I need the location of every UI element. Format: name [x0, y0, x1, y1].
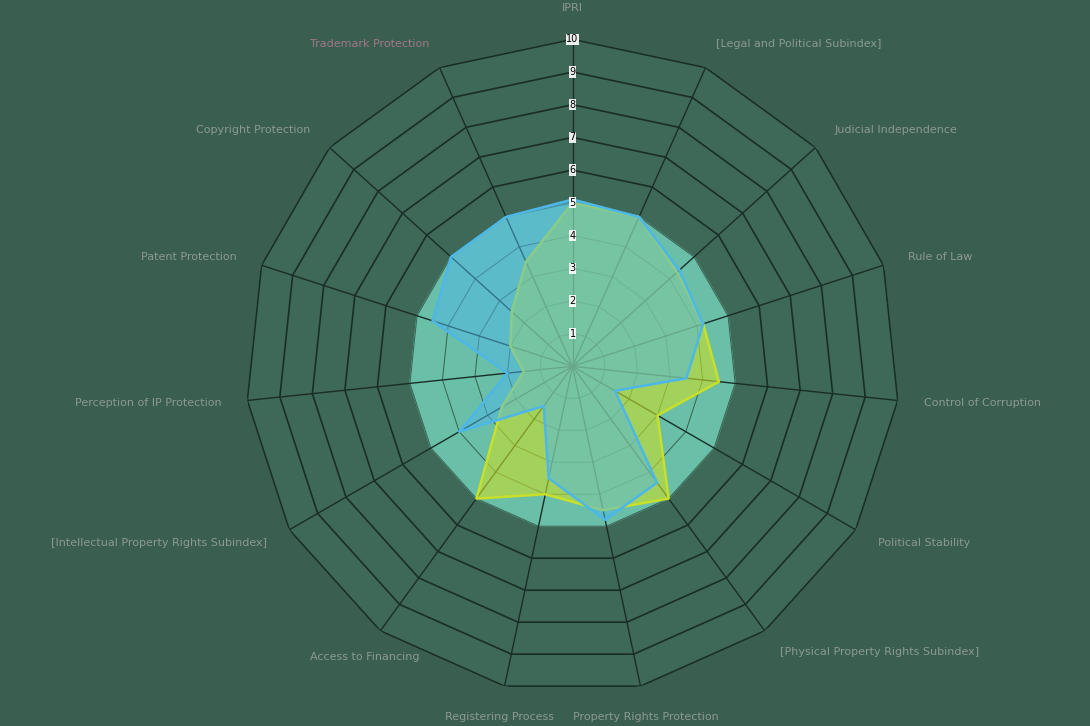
Text: [Physical Property Rights Subindex]: [Physical Property Rights Subindex]: [780, 647, 979, 657]
Text: 9: 9: [569, 67, 576, 77]
Polygon shape: [247, 39, 898, 686]
Text: Trademark Protection: Trademark Protection: [310, 38, 428, 49]
Polygon shape: [540, 334, 605, 399]
Polygon shape: [433, 200, 703, 520]
Polygon shape: [476, 203, 719, 510]
Text: Access to Financing: Access to Financing: [311, 652, 420, 662]
Text: 2: 2: [569, 296, 576, 306]
Text: Registering Process: Registering Process: [445, 711, 554, 722]
Text: Property Rights Protection: Property Rights Protection: [573, 711, 718, 722]
Text: 8: 8: [569, 99, 576, 110]
Text: Judicial Independence: Judicial Independence: [835, 125, 958, 135]
Polygon shape: [313, 105, 833, 622]
Polygon shape: [280, 72, 865, 654]
Text: IPRI: IPRI: [562, 3, 583, 13]
Polygon shape: [508, 301, 638, 431]
Polygon shape: [475, 268, 670, 462]
Text: Control of Corruption: Control of Corruption: [923, 399, 1041, 408]
Polygon shape: [443, 235, 703, 494]
Text: Perception of IP Protection: Perception of IP Protection: [75, 399, 221, 408]
Text: 4: 4: [569, 230, 576, 240]
Polygon shape: [247, 39, 898, 686]
Polygon shape: [377, 170, 767, 558]
Text: Political Stability: Political Stability: [879, 538, 970, 548]
Text: Copyright Protection: Copyright Protection: [196, 125, 310, 135]
Text: [Intellectual Property Rights Subindex]: [Intellectual Property Rights Subindex]: [51, 538, 267, 548]
Text: 7: 7: [569, 132, 576, 142]
Text: [Legal and Political Subindex]: [Legal and Political Subindex]: [716, 38, 882, 49]
Polygon shape: [344, 137, 800, 590]
Text: 5: 5: [569, 197, 576, 208]
Polygon shape: [410, 203, 735, 526]
Text: Patent Protection: Patent Protection: [141, 252, 237, 262]
Text: 3: 3: [569, 264, 576, 273]
Text: 6: 6: [569, 165, 576, 175]
Text: 10: 10: [567, 34, 579, 44]
Text: 1: 1: [569, 329, 576, 338]
Text: Rule of Law: Rule of Law: [908, 252, 972, 262]
